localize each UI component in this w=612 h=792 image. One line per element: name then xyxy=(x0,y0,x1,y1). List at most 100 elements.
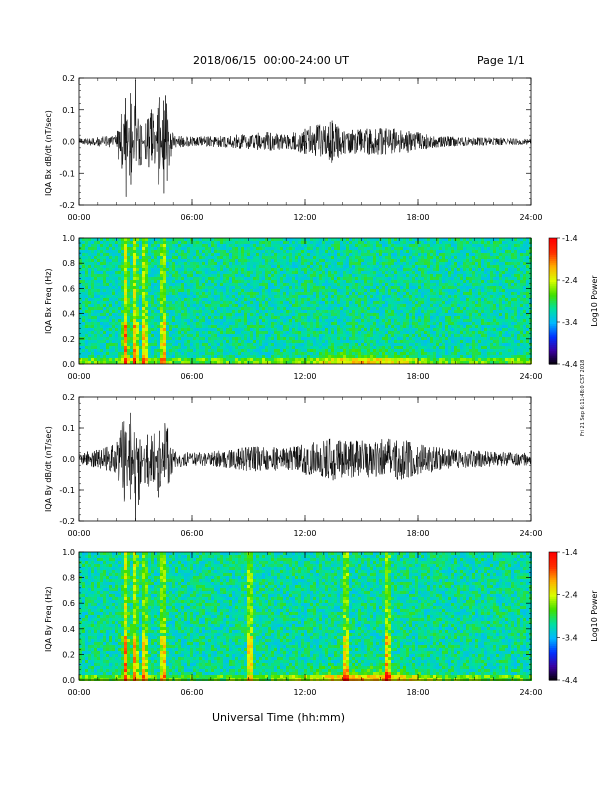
spectrogram-cell xyxy=(100,286,103,289)
spectrogram-cell xyxy=(397,292,400,295)
spectrogram-cell xyxy=(361,328,364,331)
spectrogram-cell xyxy=(253,256,256,259)
spectrogram-cell xyxy=(517,268,520,271)
spectrogram-cell xyxy=(133,259,136,262)
spectrogram-cell xyxy=(199,307,202,310)
spectrogram-cell xyxy=(118,325,121,328)
spectrogram-cell xyxy=(208,331,211,334)
spectrogram-cell xyxy=(136,283,139,286)
spectrogram-cell xyxy=(523,277,526,280)
spectrogram-cell xyxy=(451,289,454,292)
spectrogram-cell xyxy=(496,238,499,241)
spectrogram-cell xyxy=(169,301,172,304)
spectrogram-cell xyxy=(262,280,265,283)
spectrogram-cell xyxy=(232,247,235,250)
spectrogram-cell xyxy=(238,289,241,292)
spectrogram-cell xyxy=(259,250,262,253)
spectrogram-cell xyxy=(187,310,190,313)
spectrogram-cell xyxy=(250,277,253,280)
spectrogram-cell xyxy=(268,304,271,307)
spectrogram-cell xyxy=(202,280,205,283)
spectrogram-cell xyxy=(202,301,205,304)
spectrogram-cell xyxy=(478,238,481,241)
spectrogram-cell xyxy=(511,331,514,334)
spectrogram-cell xyxy=(184,274,187,277)
spectrogram-cell xyxy=(307,310,310,313)
spectrogram-cell xyxy=(286,316,289,319)
spectrogram-cell xyxy=(181,238,184,241)
spectrogram-cell xyxy=(220,325,223,328)
spectrogram-cell xyxy=(196,304,199,307)
spectrogram-cell xyxy=(436,244,439,247)
spectrogram-cell xyxy=(523,283,526,286)
spectrogram-cell xyxy=(109,256,112,259)
spectrogram-cell xyxy=(283,265,286,268)
spectrogram-cell xyxy=(448,238,451,241)
spectrogram-cell xyxy=(100,259,103,262)
spectrogram-cell xyxy=(127,241,130,244)
spectrogram-cell xyxy=(412,265,415,268)
spectrogram-cell xyxy=(241,313,244,316)
spectrogram-cell xyxy=(307,256,310,259)
spectrogram-cell xyxy=(427,271,430,274)
spectrogram-cell xyxy=(475,289,478,292)
spectrogram-cell xyxy=(307,331,310,334)
spectrogram-cell xyxy=(406,250,409,253)
spectrogram-cell xyxy=(190,319,193,322)
spectrogram-cell xyxy=(493,259,496,262)
spectrogram-cell xyxy=(391,262,394,265)
spectrogram-cell xyxy=(433,262,436,265)
spectrogram-cell xyxy=(283,316,286,319)
spectrogram-cell xyxy=(115,265,118,268)
spectrogram-cell xyxy=(166,319,169,322)
spectrogram-cell xyxy=(91,253,94,256)
spectrogram-cell xyxy=(289,331,292,334)
spectrogram-cell xyxy=(100,265,103,268)
spectrogram-cell xyxy=(448,274,451,277)
spectrogram-cell xyxy=(277,319,280,322)
spectrogram-cell xyxy=(112,325,115,328)
spectrogram-cell xyxy=(334,328,337,331)
spectrogram-cell xyxy=(430,283,433,286)
spectrogram-cell xyxy=(415,253,418,256)
spectrogram-cell xyxy=(406,247,409,250)
spectrogram-cell xyxy=(400,277,403,280)
spectrogram-cell xyxy=(514,289,517,292)
spectrogram-cell xyxy=(385,268,388,271)
spectrogram-cell xyxy=(277,283,280,286)
spectrogram-cell xyxy=(523,256,526,259)
spectrogram-cell xyxy=(400,319,403,322)
spectrogram-cell xyxy=(394,328,397,331)
spectrogram-cell xyxy=(82,280,85,283)
spectrogram-cell xyxy=(499,316,502,319)
spectrogram-cell xyxy=(262,325,265,328)
spectrogram-cell xyxy=(367,310,370,313)
spectrogram-cell xyxy=(493,274,496,277)
spectrogram-cell xyxy=(331,331,334,334)
spectrogram-cell xyxy=(505,259,508,262)
spectrogram-cell xyxy=(406,322,409,325)
spectrogram-cell xyxy=(340,292,343,295)
spectrogram-cell xyxy=(91,274,94,277)
spectrogram-cell xyxy=(364,301,367,304)
spectrogram-cell xyxy=(97,259,100,262)
spectrogram-cell xyxy=(520,292,523,295)
spectrogram-cell xyxy=(289,274,292,277)
spectrogram-cell xyxy=(100,244,103,247)
spectrogram-cell xyxy=(235,310,238,313)
spectrogram-cell xyxy=(442,292,445,295)
spectrogram-cell xyxy=(103,295,106,298)
spectrogram-cell xyxy=(238,328,241,331)
spectrogram-cell xyxy=(358,250,361,253)
spectrogram-cell xyxy=(505,250,508,253)
spectrogram-cell xyxy=(469,250,472,253)
spectrogram-cell xyxy=(256,241,259,244)
spectrogram-cell xyxy=(193,241,196,244)
spectrogram-cell xyxy=(154,268,157,271)
spectrogram-cell xyxy=(187,304,190,307)
spectrogram-cell xyxy=(271,301,274,304)
spectrogram-cell xyxy=(448,298,451,301)
spectrogram-cell xyxy=(307,244,310,247)
spectrogram-cell xyxy=(235,325,238,328)
spectrogram-cell xyxy=(79,331,82,334)
